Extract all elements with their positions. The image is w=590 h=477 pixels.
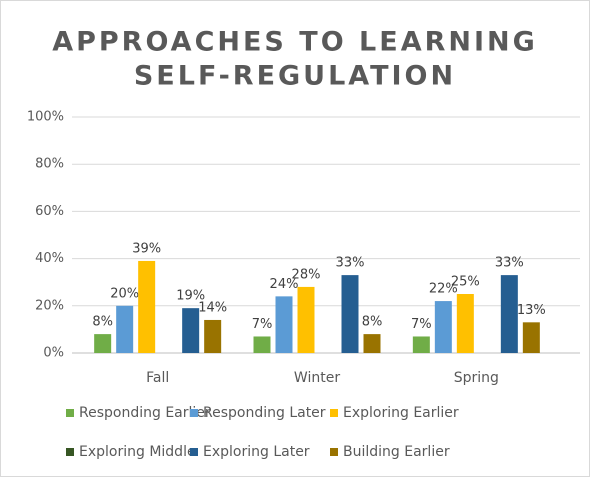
bar bbox=[138, 260, 156, 353]
legend-swatch bbox=[330, 448, 338, 456]
data-label: 14% bbox=[198, 300, 227, 315]
legend-label: Responding Earlier bbox=[79, 405, 211, 421]
y-tick-label: 60% bbox=[35, 204, 64, 219]
bar bbox=[500, 275, 518, 353]
bar bbox=[94, 334, 112, 353]
chart-title: SELF-REGULATION bbox=[134, 61, 456, 92]
bar bbox=[434, 301, 452, 353]
legend-label: Exploring Earlier bbox=[343, 405, 459, 421]
bar bbox=[253, 336, 271, 353]
x-tick-label: Fall bbox=[146, 370, 169, 386]
bar bbox=[116, 305, 134, 353]
data-label: 39% bbox=[132, 241, 161, 256]
y-tick-label: 20% bbox=[35, 298, 64, 313]
bar bbox=[412, 336, 430, 353]
legend-label: Building Earlier bbox=[343, 444, 450, 460]
bar bbox=[275, 296, 293, 353]
bar bbox=[297, 286, 315, 353]
legend-label: Exploring Middle bbox=[79, 444, 196, 460]
chart-title: APPROACHES TO LEARNING bbox=[52, 27, 538, 58]
legend-swatch bbox=[66, 448, 74, 456]
data-label: 20% bbox=[110, 286, 139, 301]
legend-swatch bbox=[190, 448, 198, 456]
data-label: 28% bbox=[292, 267, 321, 282]
data-label: 7% bbox=[411, 317, 432, 332]
x-tick-label: Spring bbox=[454, 370, 499, 386]
bar bbox=[456, 294, 474, 353]
legend-swatch bbox=[190, 409, 198, 417]
data-label: 33% bbox=[336, 256, 365, 271]
y-tick-label: 100% bbox=[27, 110, 64, 125]
bar bbox=[341, 275, 359, 353]
legend-swatch bbox=[330, 409, 338, 417]
data-label: 8% bbox=[92, 315, 113, 330]
legend-label: Exploring Later bbox=[203, 444, 310, 460]
y-tick-label: 0% bbox=[43, 346, 64, 361]
data-label: 19% bbox=[176, 289, 205, 304]
data-label: 24% bbox=[270, 277, 299, 292]
bar bbox=[363, 334, 381, 353]
legend-swatch bbox=[66, 409, 74, 417]
data-label: 22% bbox=[429, 282, 458, 297]
bar bbox=[204, 319, 222, 353]
data-label: 8% bbox=[362, 315, 383, 330]
y-tick-label: 80% bbox=[35, 157, 64, 172]
bar bbox=[182, 308, 200, 353]
data-label: 13% bbox=[517, 303, 546, 318]
data-label: 33% bbox=[495, 256, 524, 271]
x-tick-label: Winter bbox=[294, 370, 340, 386]
bar bbox=[522, 322, 540, 353]
data-label: 25% bbox=[451, 275, 480, 290]
y-tick-label: 40% bbox=[35, 251, 64, 266]
data-label: 7% bbox=[252, 317, 273, 332]
legend-label: Responding Later bbox=[203, 405, 326, 421]
